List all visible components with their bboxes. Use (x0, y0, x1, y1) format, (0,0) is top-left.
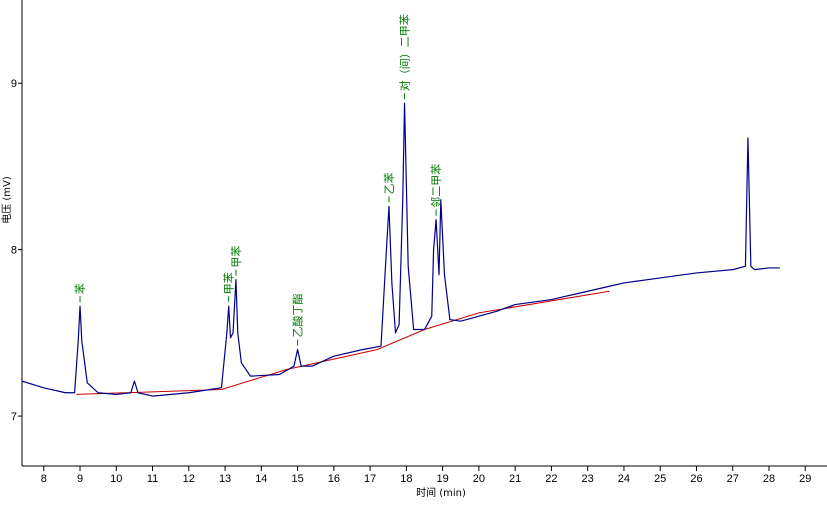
x-tick-label: 12 (183, 473, 195, 485)
baseline-layer (76, 290, 610, 395)
peak-label: 乙酸丁酯 (291, 294, 305, 338)
x-tick-label: 15 (291, 473, 303, 485)
peak-label: 邻二甲苯 (429, 164, 443, 208)
x-tick-label: 9 (77, 473, 83, 485)
x-tick-label: 14 (255, 473, 267, 485)
y-tick-label: 9 (11, 78, 17, 90)
signal-line (21, 102, 780, 397)
peak-label: 苯 (73, 283, 87, 294)
x-tick-label: 10 (110, 473, 122, 485)
x-tick-label: 29 (799, 473, 811, 485)
x-tick-label: 25 (654, 473, 666, 485)
x-tick-label: 16 (328, 473, 340, 485)
x-tick-label: 20 (473, 473, 485, 485)
x-tick-label: 28 (763, 473, 775, 485)
x-tick-label: 8 (41, 473, 47, 485)
x-tick-label: 18 (400, 473, 412, 485)
peak-label: 乙苯 (382, 172, 396, 194)
y-tick-label: 8 (11, 245, 17, 257)
peak-label: 甲苯 (229, 246, 243, 268)
y-axis-title: 电压 (mV) (0, 176, 13, 224)
x-tick-label: 22 (545, 473, 557, 485)
x-tick-label: 26 (690, 473, 702, 485)
x-tick-label: 23 (582, 473, 594, 485)
x-tick-label: 21 (509, 473, 521, 485)
x-tick-label: 19 (437, 473, 449, 485)
peak-label: 对（间）二甲苯 (398, 14, 412, 91)
peak-label: 甲苯 (222, 272, 236, 294)
plot-area (22, 0, 827, 466)
x-tick-label: 11 (147, 473, 158, 485)
y-tick-label: 7 (11, 411, 17, 423)
x-tick-label: 13 (219, 473, 231, 485)
peak-labels: 苯甲苯甲苯乙酸丁酯乙苯对（间）二甲苯邻二甲苯 (73, 14, 443, 346)
x-tick-label: 17 (364, 473, 376, 485)
x-tick-label: 24 (618, 473, 630, 485)
x-tick-label: 27 (727, 473, 739, 485)
x-axis-title: 时间 (min) (416, 486, 466, 499)
axis-ticks: 8 9 10 11 12 13 14 15 16 17 18 19 20 21 22 23 24 25 26 27 28… (11, 78, 811, 485)
series-layer (21, 102, 780, 397)
baseline-line (76, 290, 610, 395)
